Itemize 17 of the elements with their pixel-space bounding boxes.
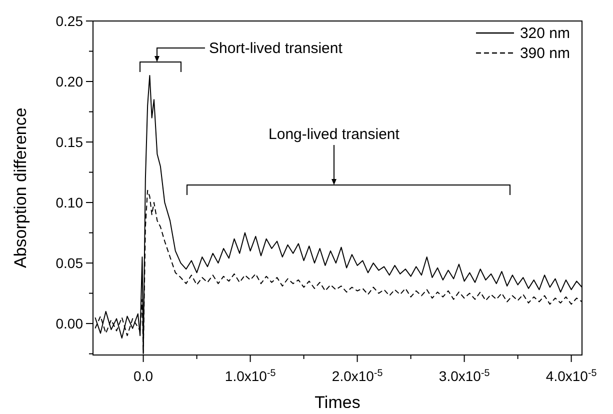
y-tick-label: 0.25 [56,13,84,29]
x-axis-title: Times [314,393,360,412]
legend-label: 390 nm [520,44,570,62]
x-tick-label: 3.0x10$^{-5}$ [438,368,490,384]
y-tick-label: 0.00 [56,316,84,332]
legend-label: 320 nm [520,24,570,42]
x-tick-label: 1.0x10$^{-5}$ [224,368,276,384]
y-axis-title: Absorption difference [11,108,30,268]
y-tick-label: 0.10 [56,194,84,211]
annotation: Short-lived transient [209,40,344,57]
y-tick-label: 0.05 [56,255,84,272]
x-tick-label: 2.0x10$^{-5}$ [332,368,384,384]
y-tick-label: 0.15 [56,134,84,150]
annotation: Long-lived transient [268,126,400,143]
x-tick-label: 0.0 [134,368,154,384]
y-tick-label: 0.20 [56,74,84,90]
x-tick-label: 4.0x10$^{-5}$ [546,368,598,384]
